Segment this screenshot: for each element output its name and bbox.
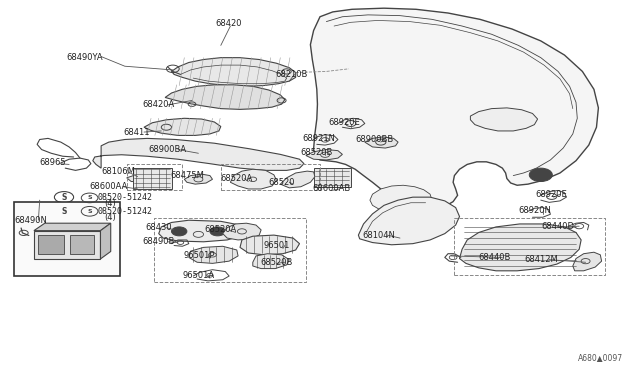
Text: S: S bbox=[87, 209, 92, 214]
Circle shape bbox=[210, 227, 225, 236]
Polygon shape bbox=[310, 8, 598, 209]
Text: S: S bbox=[87, 195, 92, 201]
Polygon shape bbox=[573, 252, 602, 271]
Text: S: S bbox=[61, 193, 67, 202]
Polygon shape bbox=[223, 223, 261, 240]
Polygon shape bbox=[189, 246, 238, 263]
Text: 68921N: 68921N bbox=[302, 134, 335, 143]
Polygon shape bbox=[172, 58, 296, 86]
Polygon shape bbox=[460, 224, 581, 271]
Text: 68920E: 68920E bbox=[536, 190, 568, 199]
Text: 68490B: 68490B bbox=[143, 237, 175, 246]
Text: 68900BA: 68900BA bbox=[148, 145, 187, 154]
Polygon shape bbox=[470, 108, 538, 131]
Polygon shape bbox=[280, 171, 315, 188]
Text: 08520-51242: 08520-51242 bbox=[98, 193, 153, 202]
Polygon shape bbox=[230, 169, 276, 189]
Text: 68411: 68411 bbox=[123, 128, 150, 137]
Text: 96501A: 96501A bbox=[182, 271, 214, 280]
Text: S: S bbox=[61, 207, 67, 216]
Polygon shape bbox=[306, 150, 342, 160]
Text: (4): (4) bbox=[104, 199, 116, 208]
Text: 68520B: 68520B bbox=[301, 148, 333, 157]
Text: 68210B: 68210B bbox=[275, 70, 307, 79]
Text: 68440B: 68440B bbox=[478, 253, 510, 262]
Text: 68920E: 68920E bbox=[328, 118, 360, 126]
Text: 68475M: 68475M bbox=[170, 171, 204, 180]
Text: 68420: 68420 bbox=[216, 19, 243, 28]
Text: 68490N: 68490N bbox=[14, 216, 47, 225]
Polygon shape bbox=[127, 175, 148, 182]
Text: 68520A: 68520A bbox=[205, 225, 237, 234]
Text: 68920N: 68920N bbox=[518, 206, 551, 215]
Polygon shape bbox=[34, 231, 100, 259]
Text: 68440D: 68440D bbox=[541, 222, 575, 231]
Polygon shape bbox=[165, 85, 285, 109]
Text: 08520-51242: 08520-51242 bbox=[98, 207, 153, 216]
Text: 68104N: 68104N bbox=[362, 231, 396, 240]
Circle shape bbox=[529, 168, 552, 182]
Text: 68490YA: 68490YA bbox=[66, 53, 103, 62]
Polygon shape bbox=[38, 235, 64, 254]
Text: 68430: 68430 bbox=[145, 223, 172, 232]
Text: 68900BB: 68900BB bbox=[355, 135, 394, 144]
Polygon shape bbox=[93, 138, 304, 170]
Text: 68520B: 68520B bbox=[260, 258, 292, 267]
FancyBboxPatch shape bbox=[14, 202, 120, 276]
Polygon shape bbox=[240, 235, 300, 255]
Polygon shape bbox=[70, 235, 94, 254]
Text: 96501: 96501 bbox=[263, 241, 290, 250]
Text: 68965: 68965 bbox=[39, 158, 66, 167]
Text: 96501P: 96501P bbox=[184, 251, 216, 260]
Text: 68520: 68520 bbox=[268, 178, 295, 187]
Circle shape bbox=[172, 227, 187, 236]
Text: (4): (4) bbox=[104, 213, 116, 222]
Text: 68600AB: 68600AB bbox=[312, 185, 351, 193]
Polygon shape bbox=[365, 137, 398, 148]
Text: 68600AA: 68600AA bbox=[90, 182, 128, 191]
Polygon shape bbox=[184, 174, 212, 184]
Polygon shape bbox=[253, 254, 289, 269]
Text: 68420A: 68420A bbox=[143, 100, 175, 109]
Polygon shape bbox=[358, 197, 460, 245]
Polygon shape bbox=[34, 223, 111, 231]
Polygon shape bbox=[159, 220, 244, 242]
Polygon shape bbox=[370, 185, 432, 212]
Text: 68106M: 68106M bbox=[102, 167, 135, 176]
Text: 68520A: 68520A bbox=[221, 174, 253, 183]
Polygon shape bbox=[100, 223, 111, 259]
Polygon shape bbox=[314, 168, 351, 187]
Polygon shape bbox=[144, 118, 221, 135]
Text: A680▲0097: A680▲0097 bbox=[578, 353, 623, 362]
Polygon shape bbox=[133, 168, 172, 189]
Text: 68412M: 68412M bbox=[524, 255, 557, 264]
